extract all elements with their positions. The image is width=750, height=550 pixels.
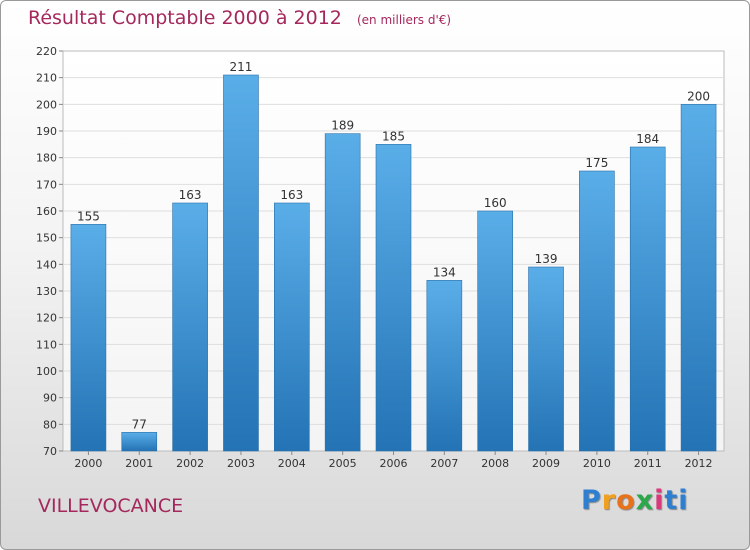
bar bbox=[680, 104, 717, 452]
data-label: 185 bbox=[382, 129, 405, 143]
y-tick-label: 190 bbox=[36, 125, 57, 138]
y-tick-label: 70 bbox=[43, 445, 57, 458]
data-label: 155 bbox=[77, 209, 100, 223]
chart-unit-note: (en milliers d'€) bbox=[356, 13, 452, 27]
x-tick-label: 2009 bbox=[532, 457, 560, 470]
y-tick-label: 200 bbox=[36, 98, 57, 111]
bar bbox=[324, 133, 361, 452]
data-labels: 155 77 163 211 163 189 185 134 160 139 175 184 200 bbox=[77, 60, 710, 431]
bar bbox=[426, 280, 463, 452]
x-tick-label: 2007 bbox=[430, 457, 458, 470]
x-tick-label: 2001 bbox=[125, 457, 153, 470]
y-axis-ticks: 70 80 90 100 110 120 130 140 150 160 170 180 190 200 2… bbox=[36, 45, 63, 458]
x-tick-label: 2010 bbox=[583, 457, 611, 470]
data-label: 134 bbox=[433, 265, 456, 279]
proxiti-logo: Proxiti bbox=[581, 485, 689, 516]
data-label: 175 bbox=[585, 156, 608, 170]
bar bbox=[70, 224, 107, 452]
logo-letter: P bbox=[581, 485, 602, 516]
bar bbox=[477, 210, 513, 452]
x-tick-label: 2012 bbox=[685, 457, 713, 470]
chart-title: Résultat Comptable 2000 à 2012 bbox=[28, 7, 342, 29]
x-tick-label: 2011 bbox=[634, 457, 662, 470]
logo-letter: ti bbox=[664, 485, 689, 516]
logo-letter: i bbox=[654, 485, 665, 516]
x-tick-label: 2006 bbox=[380, 457, 408, 470]
y-tick-label: 110 bbox=[36, 338, 57, 351]
data-label: 163 bbox=[179, 188, 202, 202]
data-label: 189 bbox=[331, 119, 354, 133]
y-tick-label: 170 bbox=[36, 178, 57, 191]
logo-letter: o bbox=[616, 485, 636, 516]
bar bbox=[274, 202, 310, 452]
x-tick-label: 2005 bbox=[329, 457, 357, 470]
y-tick-label: 130 bbox=[36, 285, 57, 298]
x-axis-ticks: 2000 2001 2002 2003 2004 2005 2006 2007 2008 2009… bbox=[74, 451, 713, 470]
y-tick-label: 210 bbox=[36, 72, 57, 85]
logo-letter: x bbox=[635, 485, 655, 516]
bar bbox=[528, 266, 564, 452]
x-tick-label: 2004 bbox=[278, 457, 306, 470]
y-tick-label: 160 bbox=[36, 205, 57, 218]
y-tick-label: 180 bbox=[36, 152, 57, 165]
bar bbox=[172, 202, 208, 452]
y-tick-label: 100 bbox=[36, 365, 57, 378]
logo-letter: r bbox=[601, 485, 617, 516]
y-tick-label: 150 bbox=[36, 232, 57, 245]
data-label: 184 bbox=[636, 132, 659, 146]
data-label: 139 bbox=[535, 252, 558, 266]
chart-title-block: Résultat Comptable 2000 à 2012 (en milli… bbox=[28, 7, 451, 29]
x-tick-label: 2003 bbox=[227, 457, 255, 470]
data-label: 211 bbox=[230, 60, 253, 74]
bar bbox=[223, 74, 259, 452]
bar bbox=[579, 170, 615, 452]
bars bbox=[70, 74, 717, 452]
x-tick-label: 2002 bbox=[176, 457, 204, 470]
y-tick-label: 80 bbox=[43, 418, 57, 431]
y-tick-label: 220 bbox=[36, 45, 57, 58]
y-tick-label: 120 bbox=[36, 312, 57, 325]
data-label: 163 bbox=[280, 188, 303, 202]
y-tick-label: 140 bbox=[36, 258, 57, 271]
data-label: 77 bbox=[132, 417, 147, 431]
x-tick-label: 2008 bbox=[481, 457, 509, 470]
x-tick-label: 2000 bbox=[74, 457, 102, 470]
bar bbox=[629, 146, 666, 452]
bar bbox=[121, 432, 158, 452]
y-tick-label: 90 bbox=[43, 392, 57, 405]
data-label: 200 bbox=[687, 89, 710, 103]
bar bbox=[375, 144, 412, 452]
data-label: 160 bbox=[484, 196, 507, 210]
location-name: VILLEVOCANCE bbox=[38, 495, 184, 517]
